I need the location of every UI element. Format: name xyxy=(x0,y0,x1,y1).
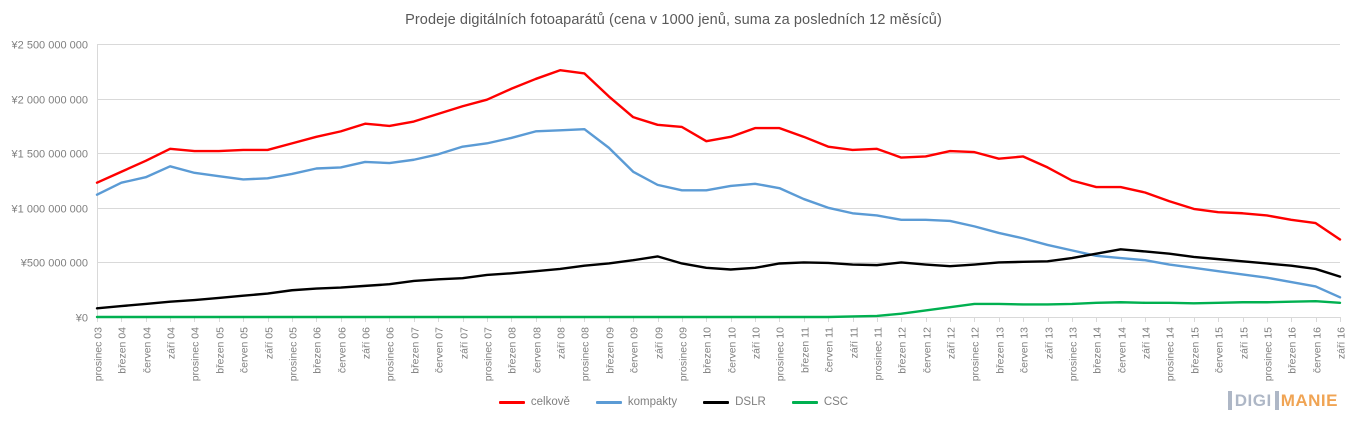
x-axis-tick-label: březen 06 xyxy=(312,327,324,374)
digimanie-watermark-logo: DIGI MANIE xyxy=(1227,391,1338,410)
x-axis-tick-label: březen 04 xyxy=(117,327,129,374)
x-axis-tick-label: červen 09 xyxy=(629,327,641,373)
x-axis-tick-label: červen 15 xyxy=(1214,327,1226,373)
x-axis-tick-label: červen 08 xyxy=(532,327,544,373)
x-axis-tick-label: prosinec 08 xyxy=(580,327,592,381)
x-axis-tick-label: září 10 xyxy=(751,327,763,359)
x-axis-tick-label: září 04 xyxy=(166,327,178,359)
x-axis-tick-label: červen 07 xyxy=(434,327,446,373)
watermark-digi-text: DIGI xyxy=(1227,391,1279,410)
x-axis-tick-label: březen 14 xyxy=(1092,327,1104,374)
legend-color-swatch xyxy=(703,400,730,404)
chart-title: Prodeje digitálních fotoaparátů (cena v … xyxy=(405,12,942,28)
x-axis-tick-label: březen 07 xyxy=(410,327,422,374)
y-axis-tick-label: ¥1 500 000 000 xyxy=(11,149,88,161)
x-axis-tick-label: červen 16 xyxy=(1312,327,1324,373)
x-axis-tick-label: prosinec 10 xyxy=(775,327,787,381)
y-axis-tick-label: ¥500 000 000 xyxy=(20,258,88,270)
x-axis-tick-label: září 08 xyxy=(556,327,568,359)
x-axis-tick-label: červen 13 xyxy=(1019,327,1031,373)
x-axis-tick-label: březen 08 xyxy=(507,327,519,374)
x-axis-tick-label: září 07 xyxy=(459,327,471,359)
x-axis-tick-label: březen 16 xyxy=(1287,327,1299,374)
x-axis-tick-label: září 15 xyxy=(1239,327,1251,359)
y-axis-tick-labels: ¥0 ¥500 000 000 ¥1 000 000 000 ¥1 500 000 0… xyxy=(11,40,88,325)
x-axis-tick-label: březen 10 xyxy=(702,327,714,374)
x-axis-tick-label: březen 13 xyxy=(995,327,1007,374)
x-axis-tick-label: červen 10 xyxy=(727,327,739,373)
x-axis-tick-label: prosinec 04 xyxy=(190,327,202,381)
y-axis-tick-label: ¥2 000 000 000 xyxy=(11,95,88,107)
x-axis-tick-label: prosinec 12 xyxy=(970,327,982,381)
y-axis-tick-label: ¥1 000 000 000 xyxy=(11,204,88,216)
y-axis-tick-label: ¥0 xyxy=(75,313,88,325)
legend-label: kompakty xyxy=(627,396,678,408)
x-axis-tick-label: září 12 xyxy=(946,327,958,359)
x-axis-tick-label: červen 05 xyxy=(239,327,251,373)
x-axis-tick-label: březen 11 xyxy=(800,327,812,373)
legend-label: CSC xyxy=(823,396,849,408)
x-axis-tick-label: červen 06 xyxy=(337,327,349,373)
legend-color-swatch xyxy=(595,400,622,404)
x-axis-tick-label: prosinec 07 xyxy=(483,327,495,381)
legend-item-celkově[interactable]: celkově xyxy=(498,396,570,408)
x-axis-tick-label: červen 12 xyxy=(922,327,934,373)
x-axis-tick-label: září 16 xyxy=(1336,327,1347,359)
x-axis-tick-label: září 06 xyxy=(361,327,373,359)
x-axis-tick-label: prosinec 15 xyxy=(1263,327,1275,381)
legend-label: celkově xyxy=(530,396,570,408)
legend-label: DSLR xyxy=(735,396,766,408)
legend-item-csc[interactable]: CSC xyxy=(791,396,849,408)
x-axis-tick-label: prosinec 05 xyxy=(288,327,300,381)
gridlines xyxy=(97,44,1340,318)
x-axis-tick-label: prosinec 06 xyxy=(385,327,397,381)
chart-legend: celkově kompakty DSLR CSC xyxy=(0,396,1347,408)
legend-color-swatch xyxy=(498,400,525,404)
series-line-celkově xyxy=(95,69,1342,241)
x-axis-tick-label: červen 11 xyxy=(824,327,836,372)
legend-item-kompakty[interactable]: kompakty xyxy=(595,396,678,408)
x-axis-tick-label: březen 09 xyxy=(605,327,617,374)
x-axis-tick-label: září 09 xyxy=(654,327,666,359)
watermark-manie-text: MANIE xyxy=(1280,391,1338,410)
series-line-kompakty xyxy=(95,127,1342,299)
x-axis-tick-label: březen 12 xyxy=(897,327,909,374)
legend-item-dslr[interactable]: DSLR xyxy=(703,396,766,408)
x-axis-tick-label: září 13 xyxy=(1044,327,1056,359)
legend-color-swatch xyxy=(791,400,818,404)
x-axis-tick-label: červen 04 xyxy=(142,327,154,373)
x-axis-tick-labels: prosinec 03 březen 04 červen 04 září 04 pros… xyxy=(93,317,1347,381)
series-line-csc xyxy=(95,299,1342,319)
data-series-lines xyxy=(95,69,1342,319)
x-axis-tick-label: březen 15 xyxy=(1190,327,1202,374)
y-axis-tick-label: ¥2 500 000 000 xyxy=(11,40,88,52)
series-line-dslr xyxy=(95,248,1342,310)
x-axis-tick-label: březen 05 xyxy=(215,327,227,374)
x-axis-tick-label: prosinec 09 xyxy=(678,327,690,381)
x-axis-tick-label: prosinec 13 xyxy=(1068,327,1080,381)
x-axis-tick-label: červen 14 xyxy=(1117,327,1129,373)
x-axis-tick-label: září 14 xyxy=(1141,327,1153,359)
x-axis-tick-label: prosinec 03 xyxy=(93,327,105,381)
x-axis-tick-label: září 11 xyxy=(849,327,861,358)
x-axis-tick-label: září 05 xyxy=(264,327,276,359)
x-axis-tick-label: prosinec 11 xyxy=(873,327,885,381)
x-axis-tick-label: prosinec 14 xyxy=(1165,327,1177,381)
